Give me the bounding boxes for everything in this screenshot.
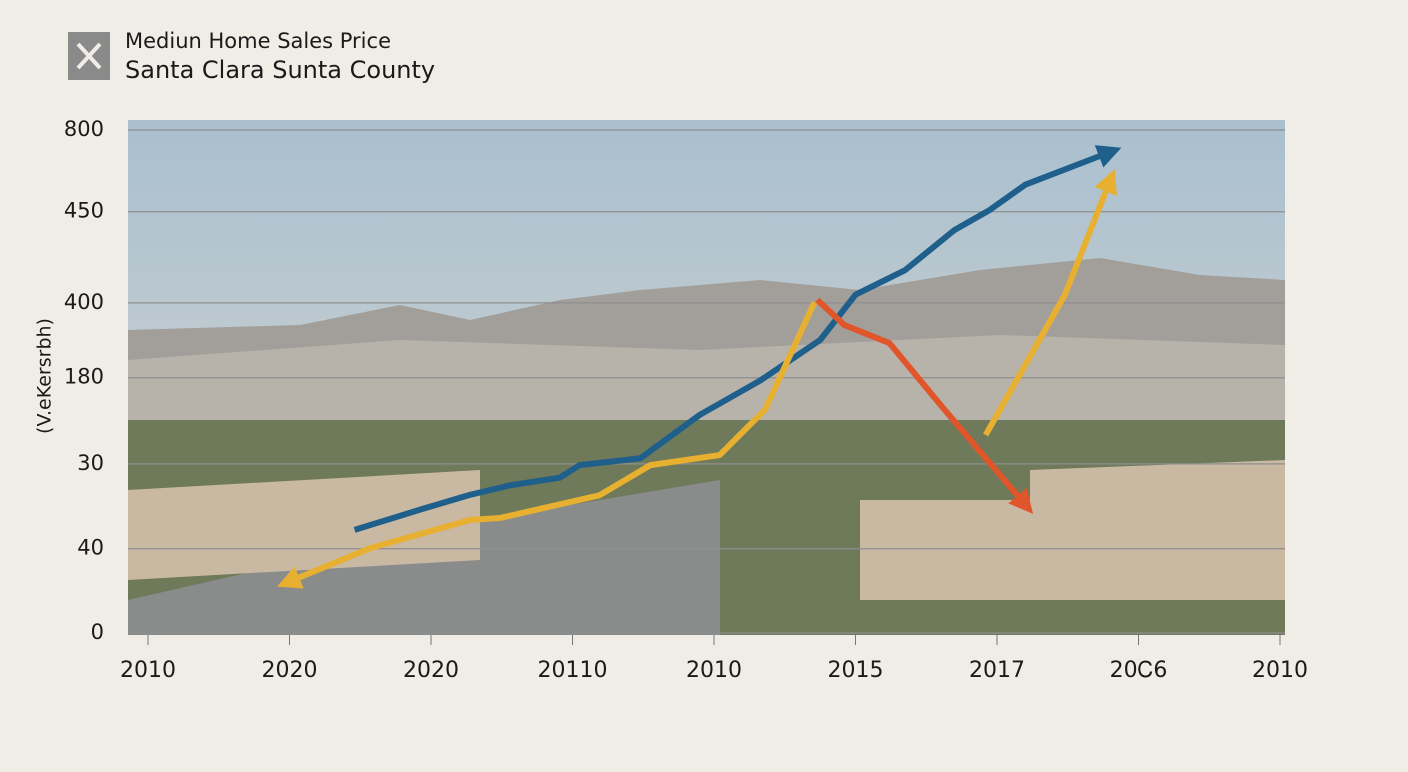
series-line	[815, 297, 1034, 514]
y-tick-label: 800	[64, 117, 104, 141]
x-tick-label: 2010	[120, 658, 176, 683]
chart-subtitle: Santa Clara Sunta County	[125, 56, 435, 84]
y-tick-label: 400	[64, 290, 104, 314]
series-line	[288, 180, 1110, 582]
y-axis-label: (V.eKersrbh)	[34, 318, 56, 434]
y-tick-label: 40	[77, 536, 104, 560]
x-tick-label: 2010	[1252, 658, 1308, 683]
chart-title: Mediun Home Sales Price	[125, 29, 391, 53]
x-tick-label: 20Ꮯ6	[1110, 658, 1168, 683]
x-tick-label: 2010	[686, 658, 742, 683]
y-tick-label: 30	[77, 451, 104, 475]
x-tick-label: 2015	[828, 658, 884, 683]
x-tick-label: 2020	[403, 658, 459, 683]
logo-glyph	[76, 42, 102, 70]
x-tick-label: 2020	[262, 658, 318, 683]
y-tick-label: 180	[64, 365, 104, 389]
x-tick-label: 20110	[538, 658, 608, 683]
x-tick-label: 2017	[969, 658, 1025, 683]
y-tick-label: 0	[91, 620, 104, 644]
y-tick-label: 450	[64, 199, 104, 223]
